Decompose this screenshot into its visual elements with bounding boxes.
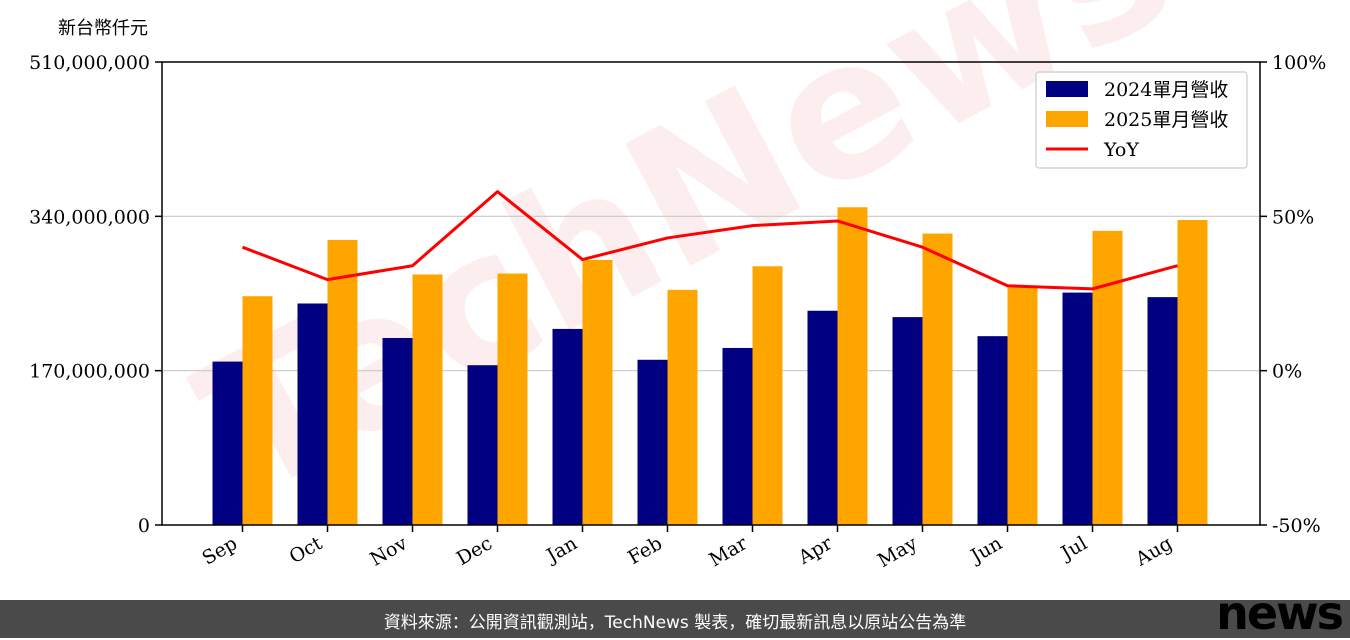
yoy-line-layer (241, 190, 1178, 291)
x-tick-label-mar: Mar (705, 532, 751, 571)
x-tick-label-jun: Jun (965, 532, 1006, 568)
y2-tick-label: -50% (1272, 515, 1321, 537)
bar-2025-mar (752, 266, 783, 525)
y-tick-label: 170,000,000 (29, 361, 150, 383)
bar-2024-sep (212, 361, 243, 525)
legend: 2024單月營收 2025單月營收 YoY (1035, 71, 1248, 169)
y-axis-unit-label: 新台幣仟元 (58, 18, 148, 39)
bar-2024-dec (467, 365, 498, 525)
bar-2025-apr (837, 207, 868, 526)
bar-2025-feb (667, 289, 698, 525)
bar-2024-apr (807, 310, 838, 525)
bar-2024-mar (722, 347, 753, 525)
bar-2025-may (922, 233, 953, 526)
revenue-chart: TechNews 新台幣仟元 0170,000,000340,000,00051… (29, 0, 1326, 572)
bars (212, 207, 1208, 526)
bar-2025-aug (1177, 219, 1208, 525)
x-tick-label-aug: Aug (1131, 532, 1176, 571)
x-tick-label-feb: Feb (624, 532, 666, 569)
bar-2024-feb (637, 359, 668, 525)
y2-tick-label: 50% (1272, 206, 1314, 228)
x-tick-label-may: May (874, 532, 921, 572)
bar-2025-jul (1092, 230, 1123, 525)
legend-label-yoy: YoY (1103, 139, 1139, 161)
legend-label-2024: 2024單月營收 (1104, 79, 1228, 101)
bar-2025-nov (412, 274, 443, 525)
x-tick-label-apr: Apr (794, 532, 837, 569)
y-tick-label: 340,000,000 (29, 206, 150, 228)
bar-2024-jul (1062, 292, 1093, 525)
y-tick-label: 510,000,000 (29, 52, 150, 74)
bar-2025-oct (327, 239, 358, 525)
y2-tick-label: 0% (1272, 361, 1302, 383)
bar-2024-jun (977, 336, 1008, 525)
bar-2025-dec (497, 273, 528, 525)
legend-swatch-2024 (1046, 81, 1088, 97)
legend-box (1035, 71, 1248, 169)
bar-2025-jun (1007, 286, 1038, 525)
bar-2025-jan (582, 259, 613, 525)
brand-logo: news (1216, 586, 1344, 640)
legend-label-2025: 2025單月營收 (1104, 109, 1228, 131)
bar-2024-jan (552, 328, 583, 525)
x-tick-label-jul: Jul (1056, 532, 1091, 565)
axes (161, 61, 1261, 526)
legend-swatch-2025 (1046, 111, 1088, 127)
yoy-line (241, 190, 1178, 291)
bar-2024-aug (1147, 297, 1178, 525)
x-tick-label-oct: Oct (286, 532, 327, 568)
y-tick-label: 0 (138, 515, 150, 537)
x-tick-label-sep: Sep (198, 532, 241, 569)
x-tick-label-dec: Dec (453, 532, 496, 570)
source-note: 資料來源：公開資訊觀測站，TechNews 製表，確切最新訊息以原站公告為準 (383, 613, 967, 633)
x-tick-label-nov: Nov (366, 532, 411, 571)
x-tick-label-jan: Jan (541, 532, 581, 568)
footer-bar: 資料來源：公開資訊觀測站，TechNews 製表，確切最新訊息以原站公告為準 n… (0, 588, 1350, 638)
bar-2024-oct (297, 303, 328, 525)
bar-2024-nov (382, 337, 413, 525)
bar-2024-may (892, 317, 923, 525)
y2-tick-label: 100% (1272, 52, 1326, 74)
plot-frame (161, 61, 1261, 526)
bar-2025-sep (242, 296, 273, 525)
